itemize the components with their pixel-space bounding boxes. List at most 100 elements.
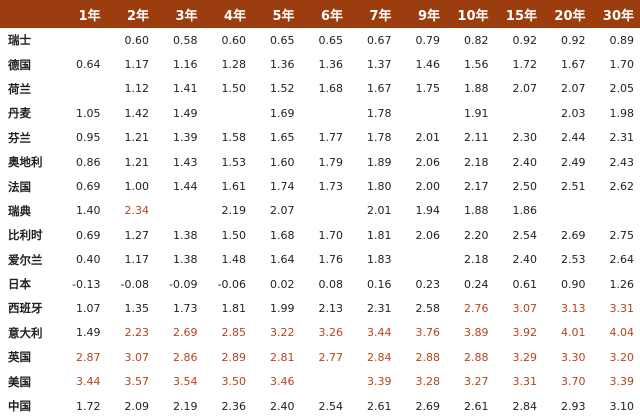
country-label: 比利时 [8, 228, 43, 243]
yield-cell: 0.82 [464, 33, 489, 47]
yield-cell: 3.46 [270, 375, 295, 389]
yield-cell: 1.80 [367, 180, 392, 194]
yield-cell: 2.18 [464, 155, 489, 169]
yield-cell: 4.04 [609, 326, 635, 340]
country-label: 法国 [8, 179, 31, 194]
country-label: 中国 [8, 399, 31, 414]
header-cell [0, 0, 58, 28]
yield-cell: 0.65 [270, 33, 295, 47]
yield-cell: -0.06 [217, 277, 246, 291]
yield-cell: 2.06 [415, 228, 441, 242]
yield-cell: -0.09 [169, 277, 198, 291]
table-row: 瑞士 0.60 0.58 0.60 0.65 0.65 0.67 0.79 0.82 0.92 0.… [0, 28, 640, 52]
table-row: 荷兰 1.12 1.41 1.50 1.52 1.68 1.67 1.75 1.88 2.07 2.… [0, 77, 640, 101]
yield-cell: 3.50 [221, 375, 247, 389]
yield-cell: 1.37 [367, 58, 392, 72]
yield-cell [301, 101, 350, 125]
header-cell: 3年 [175, 8, 198, 24]
yield-cell: 0.60 [221, 33, 247, 47]
yield-cell: 3.10 [609, 399, 635, 413]
yield-cell: 1.17 [124, 253, 150, 267]
country-label: 丹麦 [8, 106, 31, 121]
yield-cell: 1.73 [173, 301, 198, 315]
yield-cell [592, 199, 640, 223]
yield-cell: 1.42 [124, 106, 150, 120]
yield-cell: 2.11 [464, 131, 489, 145]
yield-cell: 0.24 [464, 277, 489, 291]
yield-cell: 2.01 [367, 204, 392, 218]
yield-cell: 0.58 [173, 33, 198, 47]
yield-cell: 3.29 [512, 350, 538, 364]
country-label: 日本 [8, 277, 31, 292]
yield-cell [58, 28, 107, 52]
yield-cell: 1.36 [318, 58, 344, 72]
yield-cell: 2.61 [464, 399, 489, 413]
yield-cell: 3.44 [367, 326, 392, 340]
yield-cell: 0.02 [270, 277, 295, 291]
header-cell: 15年 [505, 8, 537, 24]
yield-cell: 1.12 [124, 82, 150, 96]
yield-cell: 3.76 [415, 326, 441, 340]
yield-cell: 3.92 [512, 326, 538, 340]
yield-cell: 4.01 [561, 326, 586, 340]
yield-cell: 1.28 [221, 58, 247, 72]
yield-cell: 1.58 [221, 131, 247, 145]
yield-cell: 3.31 [609, 301, 635, 315]
yield-cell: 3.39 [609, 375, 635, 389]
yield-cell: 2.19 [221, 204, 247, 218]
yield-cell [495, 101, 544, 125]
yield-cell: 2.01 [415, 131, 441, 145]
yield-cell: 2.54 [512, 228, 538, 242]
table-row: 日本 -0.13 -0.08 -0.09 -0.06 0.02 0.08 0.16 0.23 0.… [0, 272, 640, 296]
yield-cell: 1.43 [173, 155, 198, 169]
header-cell: 9年 [417, 8, 440, 24]
country-label: 爱尔兰 [8, 252, 43, 267]
yield-cell: 1.75 [415, 82, 441, 96]
yield-cell: 1.67 [561, 58, 586, 72]
yield-cell: 1.05 [76, 106, 101, 120]
yield-cell: 3.70 [561, 375, 586, 389]
country-label: 英国 [8, 350, 31, 365]
yield-cell: 1.46 [415, 58, 441, 72]
yield-cell: 1.79 [318, 155, 344, 169]
yield-cell: 1.86 [512, 204, 538, 218]
yield-cell: 0.65 [318, 33, 344, 47]
yield-cell: 2.40 [512, 253, 538, 267]
yield-cell: 0.86 [76, 155, 101, 169]
header-cell: 10年 [457, 8, 489, 24]
yield-cell: 2.93 [561, 399, 586, 413]
yield-cell: 2.88 [464, 350, 489, 364]
yield-cell: 3.89 [464, 326, 489, 340]
yield-cell: 1.91 [464, 106, 489, 120]
yield-cell: 2.53 [561, 253, 586, 267]
yield-cell: 0.90 [561, 277, 586, 291]
table-row: 美国 3.44 3.57 3.54 3.50 3.46 3.39 3.28 3.27 3.31 3.… [0, 369, 640, 393]
yield-cell: 1.53 [221, 155, 247, 169]
yield-cell: 1.41 [173, 82, 198, 96]
yield-cell: 2.30 [512, 131, 538, 145]
yield-cell: 2.07 [512, 82, 538, 96]
yield-cell: 1.68 [318, 82, 344, 96]
yield-cell: 0.23 [415, 277, 441, 291]
table-row: 奥地利 0.86 1.21 1.43 1.53 1.60 1.79 1.89 2.06 2.18 2… [0, 150, 640, 174]
yield-cell: 1.69 [270, 106, 295, 120]
yield-cell: 2.07 [270, 204, 295, 218]
yield-cell: 2.49 [561, 155, 586, 169]
yield-cell: 0.08 [318, 277, 344, 291]
yield-cell: 1.67 [367, 82, 392, 96]
yield-cell: 2.18 [464, 253, 489, 267]
yield-cell: 2.86 [173, 350, 198, 364]
yield-cell: 2.31 [367, 301, 392, 315]
header-cell: 4年 [223, 8, 246, 24]
yield-cell: 1.77 [318, 131, 344, 145]
yield-cell: 1.21 [124, 131, 150, 145]
yield-cell: 1.39 [173, 131, 198, 145]
yield-cell: 0.89 [609, 33, 635, 47]
header-cell: 20年 [554, 8, 586, 24]
yield-cell: 1.72 [76, 399, 101, 413]
yield-cell: 2.81 [270, 350, 295, 364]
yield-cell: 2.23 [124, 326, 150, 340]
yield-cell: 2.09 [124, 399, 150, 413]
header-cell: 2年 [126, 8, 149, 24]
